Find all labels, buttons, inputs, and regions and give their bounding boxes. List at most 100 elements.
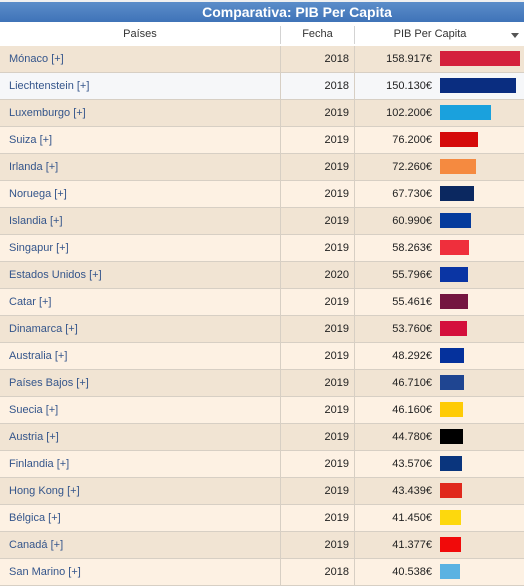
country-link[interactable]: Estados Unidos [+] <box>9 269 102 281</box>
table-row[interactable]: Canadá [+] 2019 41.377€ <box>0 532 524 559</box>
column-header-year[interactable]: Fecha <box>302 28 333 40</box>
cell-divider <box>354 451 355 477</box>
year-cell: 2019 <box>324 323 349 335</box>
gdp-value: 55.796€ <box>392 269 432 281</box>
gdp-bar <box>440 267 468 282</box>
gdp-bar <box>440 132 478 147</box>
cell-divider <box>280 208 281 234</box>
gdp-value: 158.917€ <box>386 53 432 65</box>
year-cell: 2019 <box>324 134 349 146</box>
table-row[interactable]: Suiza [+] 2019 76.200€ <box>0 127 524 154</box>
country-link[interactable]: Noruega [+] <box>9 188 67 200</box>
gdp-bar <box>440 429 463 444</box>
country-link[interactable]: Mónaco [+] <box>9 53 64 65</box>
gdp-bar <box>440 105 491 120</box>
cell-divider <box>354 343 355 369</box>
year-cell: 2019 <box>324 296 349 308</box>
table-header: Países Fecha PIB Per Capita <box>0 22 524 47</box>
table-row[interactable]: Dinamarca [+] 2019 53.760€ <box>0 316 524 343</box>
gdp-value: 44.780€ <box>392 431 432 443</box>
country-link[interactable]: Hong Kong [+] <box>9 485 80 497</box>
cell-divider <box>280 154 281 180</box>
year-cell: 2019 <box>324 215 349 227</box>
cell-divider <box>354 235 355 261</box>
cell-divider <box>354 208 355 234</box>
title-bar: Comparativa: PIB Per Capita <box>0 2 524 22</box>
year-cell: 2019 <box>324 485 349 497</box>
cell-divider <box>280 370 281 396</box>
cell-divider <box>280 73 281 99</box>
country-link[interactable]: Liechtenstein [+] <box>9 80 90 92</box>
country-link[interactable]: Finlandia [+] <box>9 458 70 470</box>
column-header-country[interactable]: Países <box>123 28 157 40</box>
cell-divider <box>280 424 281 450</box>
cell-divider <box>354 154 355 180</box>
cell-divider <box>354 478 355 504</box>
country-link[interactable]: Australia [+] <box>9 350 68 362</box>
gdp-value: 76.200€ <box>392 134 432 146</box>
country-link[interactable]: Suiza [+] <box>9 134 53 146</box>
year-cell: 2019 <box>324 539 349 551</box>
cell-divider <box>354 289 355 315</box>
country-link[interactable]: San Marino [+] <box>9 566 81 578</box>
country-link[interactable]: Suecia [+] <box>9 404 59 416</box>
gdp-value: 43.439€ <box>392 485 432 497</box>
cell-divider <box>354 316 355 342</box>
table-row[interactable]: Australia [+] 2019 48.292€ <box>0 343 524 370</box>
gdp-bar <box>440 240 469 255</box>
cell-divider <box>354 532 355 558</box>
table-row[interactable]: Liechtenstein [+] 2018 150.130€ <box>0 73 524 100</box>
year-cell: 2019 <box>324 107 349 119</box>
table-row[interactable]: Hong Kong [+] 2019 43.439€ <box>0 478 524 505</box>
gdp-bar <box>440 186 474 201</box>
sort-desc-icon[interactable] <box>511 33 519 38</box>
gdp-bar <box>440 51 520 66</box>
country-link[interactable]: Canadá [+] <box>9 539 64 551</box>
country-link[interactable]: Islandia [+] <box>9 215 63 227</box>
gdp-bar <box>440 213 471 228</box>
table-row[interactable]: Irlanda [+] 2019 72.260€ <box>0 154 524 181</box>
table-row[interactable]: Singapur [+] 2019 58.263€ <box>0 235 524 262</box>
country-link[interactable]: Dinamarca [+] <box>9 323 78 335</box>
cell-divider <box>280 181 281 207</box>
country-link[interactable]: Irlanda [+] <box>9 161 59 173</box>
country-link[interactable]: Bélgica [+] <box>9 512 61 524</box>
gdp-value: 43.570€ <box>392 458 432 470</box>
table-row[interactable]: San Marino [+] 2018 40.538€ <box>0 559 524 586</box>
gdp-value: 60.990€ <box>392 215 432 227</box>
cell-divider <box>280 235 281 261</box>
column-header-gdp[interactable]: PIB Per Capita <box>393 28 467 40</box>
country-link[interactable]: Países Bajos [+] <box>9 377 89 389</box>
table-row[interactable]: Austria [+] 2019 44.780€ <box>0 424 524 451</box>
table-row[interactable]: Finlandia [+] 2019 43.570€ <box>0 451 524 478</box>
cell-divider <box>280 262 281 288</box>
country-link[interactable]: Austria [+] <box>9 431 59 443</box>
table-row[interactable]: Mónaco [+] 2018 158.917€ <box>0 46 524 73</box>
country-link[interactable]: Singapur [+] <box>9 242 69 254</box>
country-link[interactable]: Catar [+] <box>9 296 52 308</box>
cell-divider <box>354 127 355 153</box>
table-row[interactable]: Noruega [+] 2019 67.730€ <box>0 181 524 208</box>
gdp-bar <box>440 537 461 552</box>
table-row[interactable]: Islandia [+] 2019 60.990€ <box>0 208 524 235</box>
table-row[interactable]: Bélgica [+] 2019 41.450€ <box>0 505 524 532</box>
table-row[interactable]: Catar [+] 2019 55.461€ <box>0 289 524 316</box>
gdp-bar <box>440 348 464 363</box>
cell-divider <box>280 451 281 477</box>
year-cell: 2019 <box>324 512 349 524</box>
table-row[interactable]: Luxemburgo [+] 2019 102.200€ <box>0 100 524 127</box>
table-row[interactable]: Suecia [+] 2019 46.160€ <box>0 397 524 424</box>
gdp-bar <box>440 456 462 471</box>
table-body: Mónaco [+] 2018 158.917€ Liechtenstein [+] 2… <box>0 46 524 586</box>
cell-divider <box>354 262 355 288</box>
country-link[interactable]: Luxemburgo [+] <box>9 107 86 119</box>
table-row[interactable]: Países Bajos [+] 2019 46.710€ <box>0 370 524 397</box>
gdp-value: 102.200€ <box>386 107 432 119</box>
table-title: Comparativa: PIB Per Capita <box>202 4 392 20</box>
gdp-bar <box>440 159 476 174</box>
gdp-value: 72.260€ <box>392 161 432 173</box>
year-cell: 2019 <box>324 242 349 254</box>
table-row[interactable]: Estados Unidos [+] 2020 55.796€ <box>0 262 524 289</box>
header-divider <box>280 26 281 44</box>
